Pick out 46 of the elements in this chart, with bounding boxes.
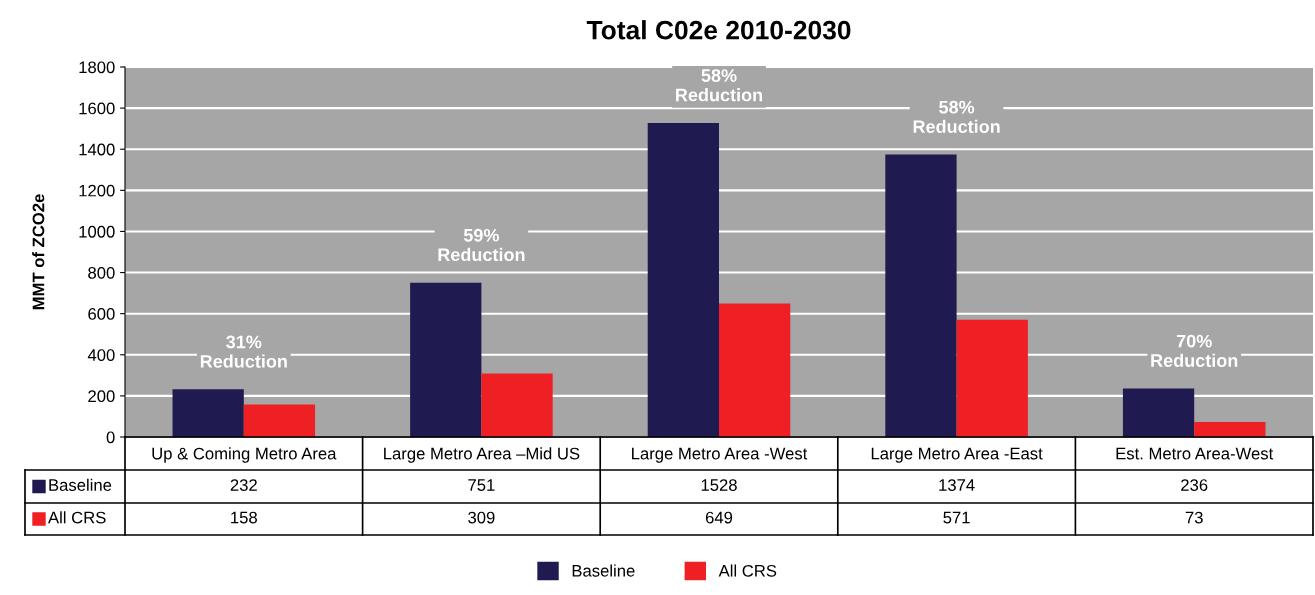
data-label: 158: [231, 511, 257, 524]
bar: [956, 319, 1028, 437]
bar: [172, 389, 244, 437]
y-tick-label: 1000: [79, 225, 115, 238]
bar: [647, 122, 719, 437]
data-label: 649: [705, 511, 733, 524]
data-label: 309: [468, 511, 495, 524]
bar: [1194, 421, 1266, 437]
annotation: 59% Reduction: [438, 228, 525, 262]
annotation: 70% Reduction: [1151, 334, 1238, 367]
data-label: 232: [230, 479, 257, 491]
y-tick-label: 1600: [79, 102, 115, 115]
legend-label: All CRS: [718, 564, 777, 577]
annotation: 31% Reduction: [200, 335, 287, 368]
data-label: 571: [943, 511, 970, 524]
y-tick-label: 1400: [79, 143, 115, 156]
annotation: 58% Reduction: [913, 100, 1000, 134]
bar: [885, 154, 957, 437]
text: Baseline: [572, 564, 635, 577]
bar: [481, 373, 553, 437]
data-label: 1528: [701, 479, 737, 491]
x-tick-label: Large Metro Area –Mid US: [384, 447, 580, 463]
text: All CRS: [48, 511, 106, 524]
data-label: 236: [1181, 479, 1208, 491]
y-tick-label: 0: [106, 431, 115, 444]
x-tick-label: Up & Coming Metro Area: [152, 447, 337, 463]
y-tick-label: 800: [88, 266, 115, 279]
y-tick-label: 600: [88, 308, 115, 320]
x-tick-label: Large Metro Area -West: [632, 447, 808, 463]
y-tick-label: 200: [88, 390, 115, 403]
y-tick-label: 1800: [79, 61, 115, 74]
y-tick-label: 1200: [79, 184, 115, 197]
bar: [410, 282, 482, 437]
y-axis-title: MMT of ZCO2e: [32, 194, 45, 310]
bar: [243, 404, 316, 437]
bar: [1122, 388, 1195, 437]
bar: [719, 303, 791, 437]
data-label: 751: [468, 479, 495, 491]
annotation: 58% Reduction: [676, 69, 763, 102]
data-label: 1374: [939, 479, 975, 491]
y-tick-label: 400: [87, 349, 115, 361]
x-tick-label: Est. Metro Area-West: [1116, 447, 1274, 460]
data-label: 73: [1185, 511, 1203, 524]
chart-title: Total C02e 2010-2030: [586, 20, 851, 40]
legend-label: Baseline: [49, 478, 112, 491]
x-tick-label: Large Metro Area -East: [871, 447, 1043, 463]
